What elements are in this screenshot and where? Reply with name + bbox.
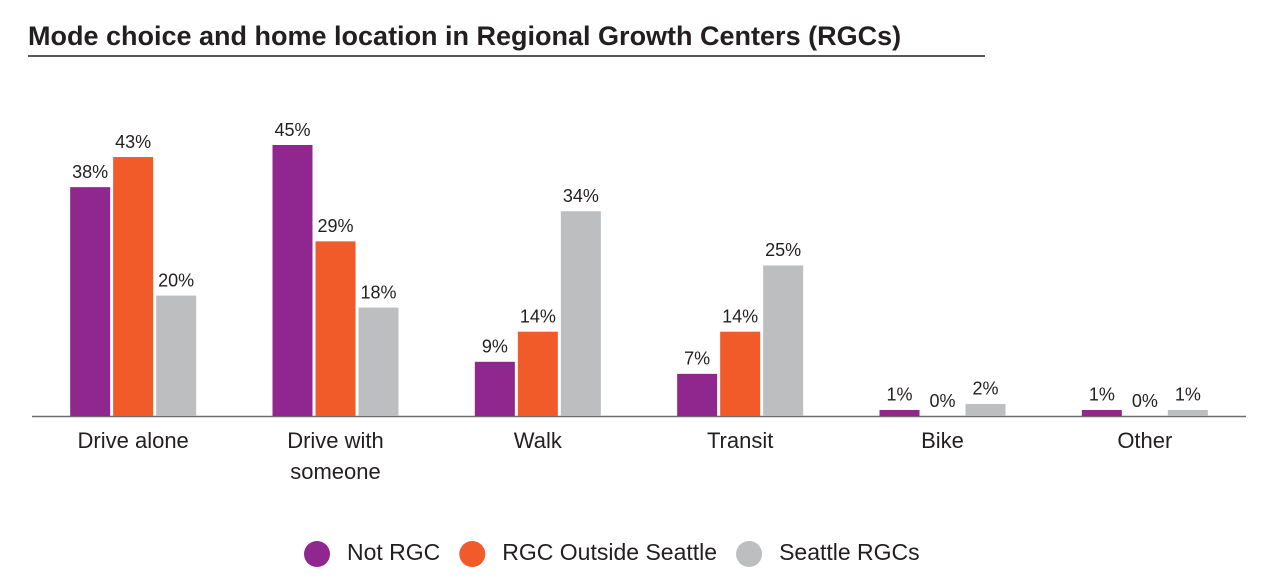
bar [879, 409, 920, 416]
data-label: 1% [886, 385, 912, 405]
data-label: 18% [360, 282, 396, 302]
data-label: 9% [482, 337, 508, 357]
data-label: 0% [929, 391, 955, 411]
bar [272, 145, 313, 416]
legend-label: Seattle RGCs [779, 539, 920, 565]
legend-marker [736, 541, 763, 567]
x-tick-label: Other [1117, 428, 1173, 453]
data-label: 2% [972, 379, 998, 399]
bar [560, 211, 601, 416]
data-label: 45% [274, 120, 310, 140]
bar [1167, 409, 1208, 416]
data-label: 1% [1175, 385, 1201, 405]
legend-marker [459, 541, 486, 567]
data-label: 7% [684, 349, 710, 369]
legend-label: RGC Outside Seattle [502, 539, 717, 565]
bar [763, 265, 804, 416]
data-label: 1% [1089, 385, 1115, 405]
x-tick-label: Walk [513, 428, 562, 453]
data-label: 25% [765, 240, 801, 260]
data-label: 20% [158, 270, 194, 290]
data-label: 29% [317, 216, 353, 236]
data-label: 0% [1132, 391, 1158, 411]
bar [965, 403, 1006, 416]
legend-label: Not RGC [347, 539, 440, 565]
data-label: 14% [722, 306, 758, 326]
data-label: 14% [520, 306, 556, 326]
chart-title: Mode choice and home location in Regiona… [28, 21, 901, 51]
bar [720, 331, 761, 416]
x-tick-label: Bike [921, 428, 964, 453]
x-tick-label: Drive with someone [287, 428, 384, 484]
bar [474, 361, 515, 416]
data-label: 34% [563, 186, 599, 206]
data-label: 38% [72, 162, 108, 182]
bar [517, 331, 558, 416]
legend-marker [304, 541, 330, 567]
bar [677, 373, 718, 416]
data-label: 43% [115, 132, 151, 152]
bar [358, 307, 399, 416]
x-tick-label: Drive alone [77, 428, 189, 453]
bar [315, 241, 356, 416]
x-tick-label: Transit [706, 428, 774, 453]
bar [70, 187, 111, 416]
bar [156, 295, 197, 416]
bar [113, 157, 154, 417]
bar [1081, 409, 1122, 416]
